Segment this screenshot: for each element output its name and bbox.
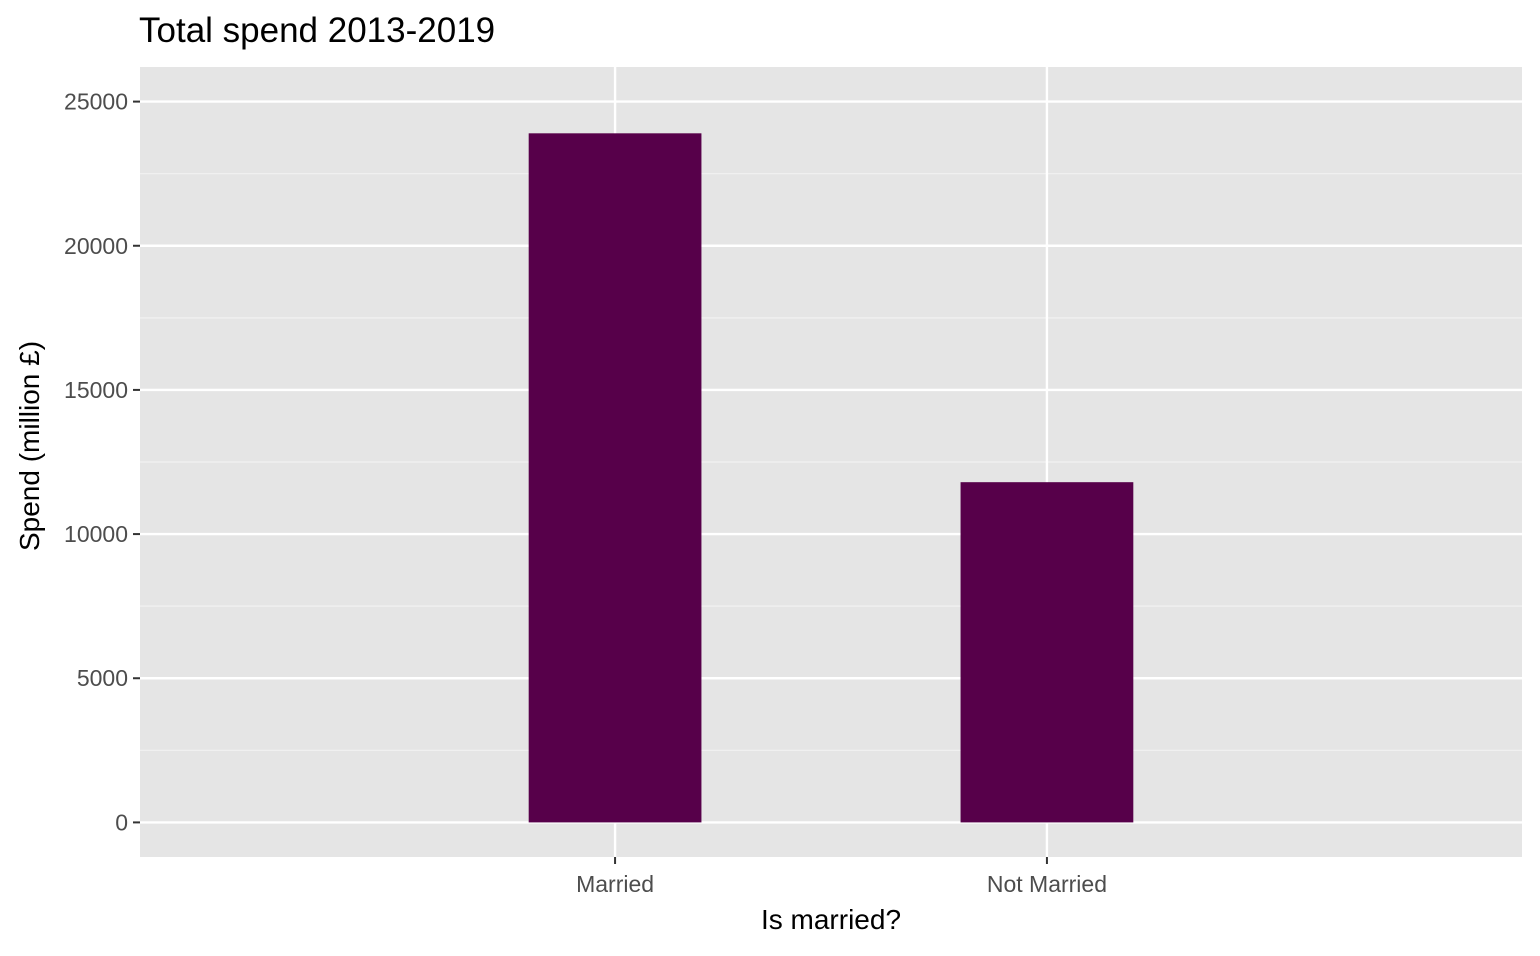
y-tick-label: 10000 — [64, 521, 128, 547]
bar-not-married — [960, 482, 1134, 823]
minor-gridlines — [140, 173, 1522, 751]
x-axis-ticks: Married Not Married — [576, 857, 1107, 897]
bars — [528, 133, 1134, 823]
chart-title: Total spend 2013-2019 — [139, 11, 495, 50]
y-axis-ticks: 0 5000 10000 15000 20000 25000 — [64, 89, 140, 835]
y-tick-label: 15000 — [64, 377, 128, 403]
y-tick-label: 20000 — [64, 233, 128, 259]
y-tick-label: 25000 — [64, 89, 128, 115]
y-axis-title: Spend (million £) — [14, 341, 45, 551]
y-tick-label: 0 — [115, 809, 128, 835]
x-tick-label: Not Married — [987, 871, 1107, 897]
x-tick-label: Married — [576, 871, 654, 897]
y-tick-label: 5000 — [77, 665, 128, 691]
major-gridlines — [140, 67, 1522, 857]
bar-married — [528, 133, 702, 823]
x-axis-title: Is married? — [761, 904, 901, 935]
